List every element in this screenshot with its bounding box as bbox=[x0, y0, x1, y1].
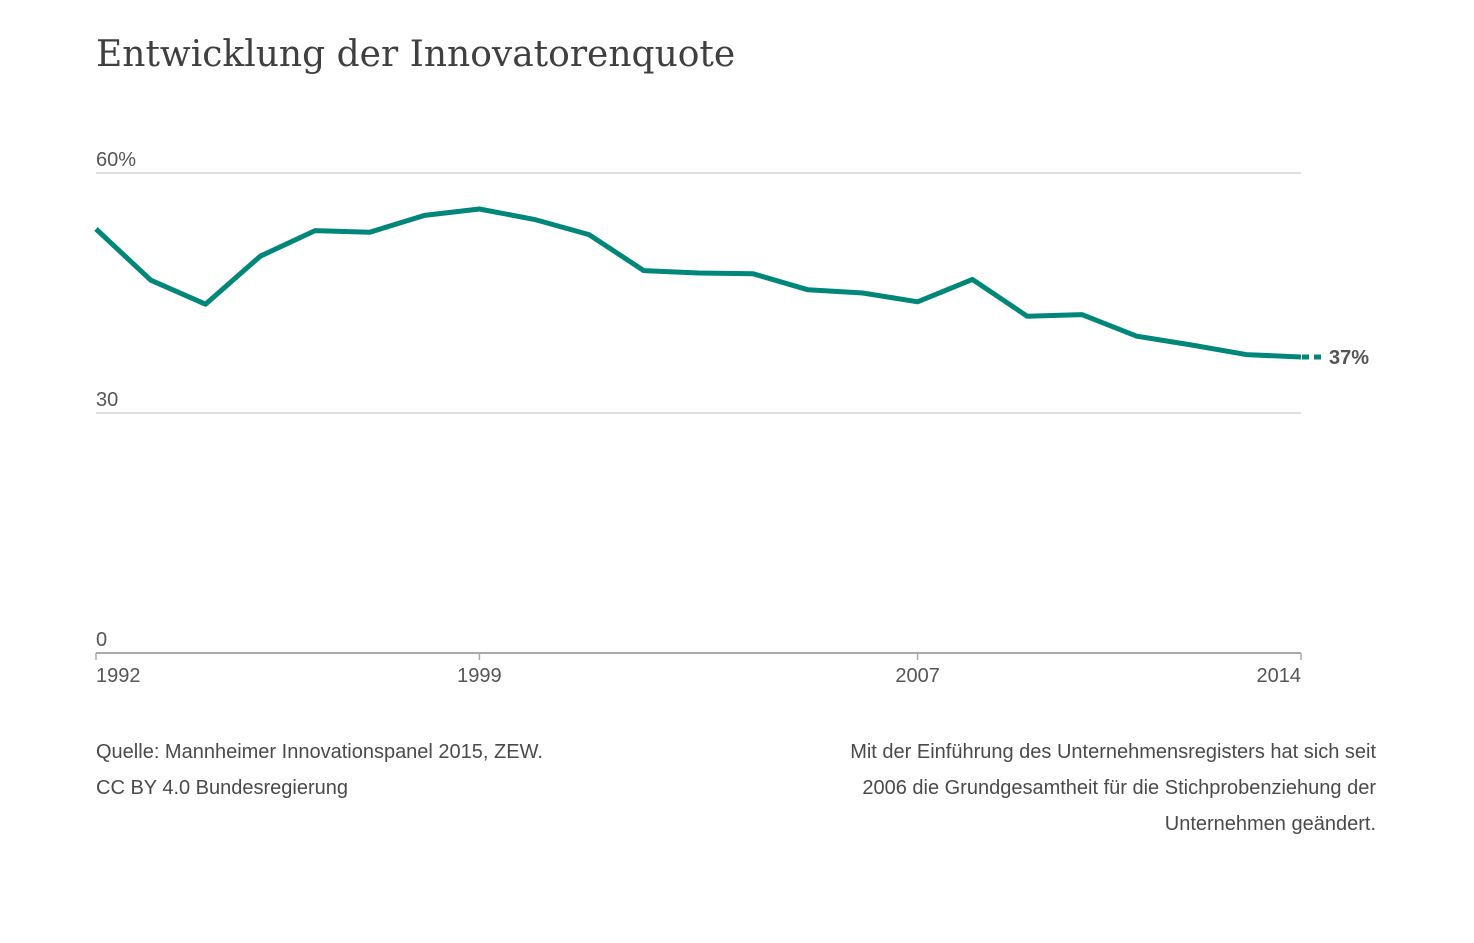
data-point-1998 bbox=[422, 212, 428, 218]
license-line: CC BY 4.0 Bundesregierung bbox=[96, 777, 349, 799]
chart-title: Entwicklung der Innovatorenquote bbox=[96, 34, 736, 75]
y-tick-labels: 0 30 60% bbox=[96, 149, 136, 651]
x-tick-label-1999: 1999 bbox=[457, 665, 502, 687]
data-point-2012 bbox=[1188, 342, 1194, 348]
y-tick-label-60: 60% bbox=[96, 149, 136, 171]
data-point-1996 bbox=[312, 228, 318, 234]
x-tick-label-2014: 2014 bbox=[1257, 665, 1302, 687]
data-point-2005 bbox=[805, 287, 811, 293]
data-point-1993 bbox=[148, 277, 154, 283]
data-point-2002 bbox=[641, 268, 647, 274]
data-point-2008 bbox=[969, 276, 975, 282]
data-point-1999 bbox=[476, 206, 482, 212]
note-line-2: 2006 die Grundgesamtheit für die Stichpr… bbox=[862, 777, 1376, 799]
data-point-2001 bbox=[586, 232, 592, 238]
data-point-2003 bbox=[696, 270, 702, 276]
x-tick-label-2007: 2007 bbox=[895, 665, 940, 687]
source-note: Quelle: Mannheimer Innovationspanel 2015… bbox=[96, 734, 543, 806]
data-point-1995 bbox=[257, 253, 263, 259]
data-point-2011 bbox=[1134, 333, 1140, 339]
data-point-1992 bbox=[93, 226, 99, 232]
data-point-1997 bbox=[367, 229, 373, 235]
data-point-2010 bbox=[1079, 312, 1085, 318]
data-point-2006 bbox=[860, 290, 866, 296]
source-line: Quelle: Mannheimer Innovationspanel 2015… bbox=[96, 741, 543, 763]
x-tick-labels: 1992 1999 2007 2014 bbox=[96, 665, 1301, 687]
series-line-0 bbox=[94, 206, 1302, 360]
data-point-2004 bbox=[750, 271, 756, 277]
data-point-2009 bbox=[1024, 313, 1030, 319]
data-point-1994 bbox=[203, 301, 209, 307]
x-axis bbox=[95, 652, 1302, 660]
data-point-2013 bbox=[1243, 352, 1249, 358]
data-point-2000 bbox=[531, 216, 537, 222]
note-line-3: Unternehmen geändert. bbox=[1164, 813, 1376, 835]
x-tick-label-1992: 1992 bbox=[96, 665, 141, 687]
grid-lines bbox=[96, 172, 1301, 414]
data-point-2007 bbox=[915, 299, 921, 305]
line-chart: 0 30 60% 1992 1999 2007 2014 37% bbox=[93, 149, 1369, 687]
end-value-label: 37% bbox=[1329, 347, 1369, 369]
series: 37% bbox=[93, 206, 1369, 369]
y-tick-label-0: 0 bbox=[96, 629, 107, 651]
methodology-note: Mit der Einführung des Unternehmensregis… bbox=[736, 734, 1376, 842]
note-line-1: Mit der Einführung des Unternehmensregis… bbox=[850, 741, 1376, 763]
y-tick-label-30: 30 bbox=[96, 389, 118, 411]
